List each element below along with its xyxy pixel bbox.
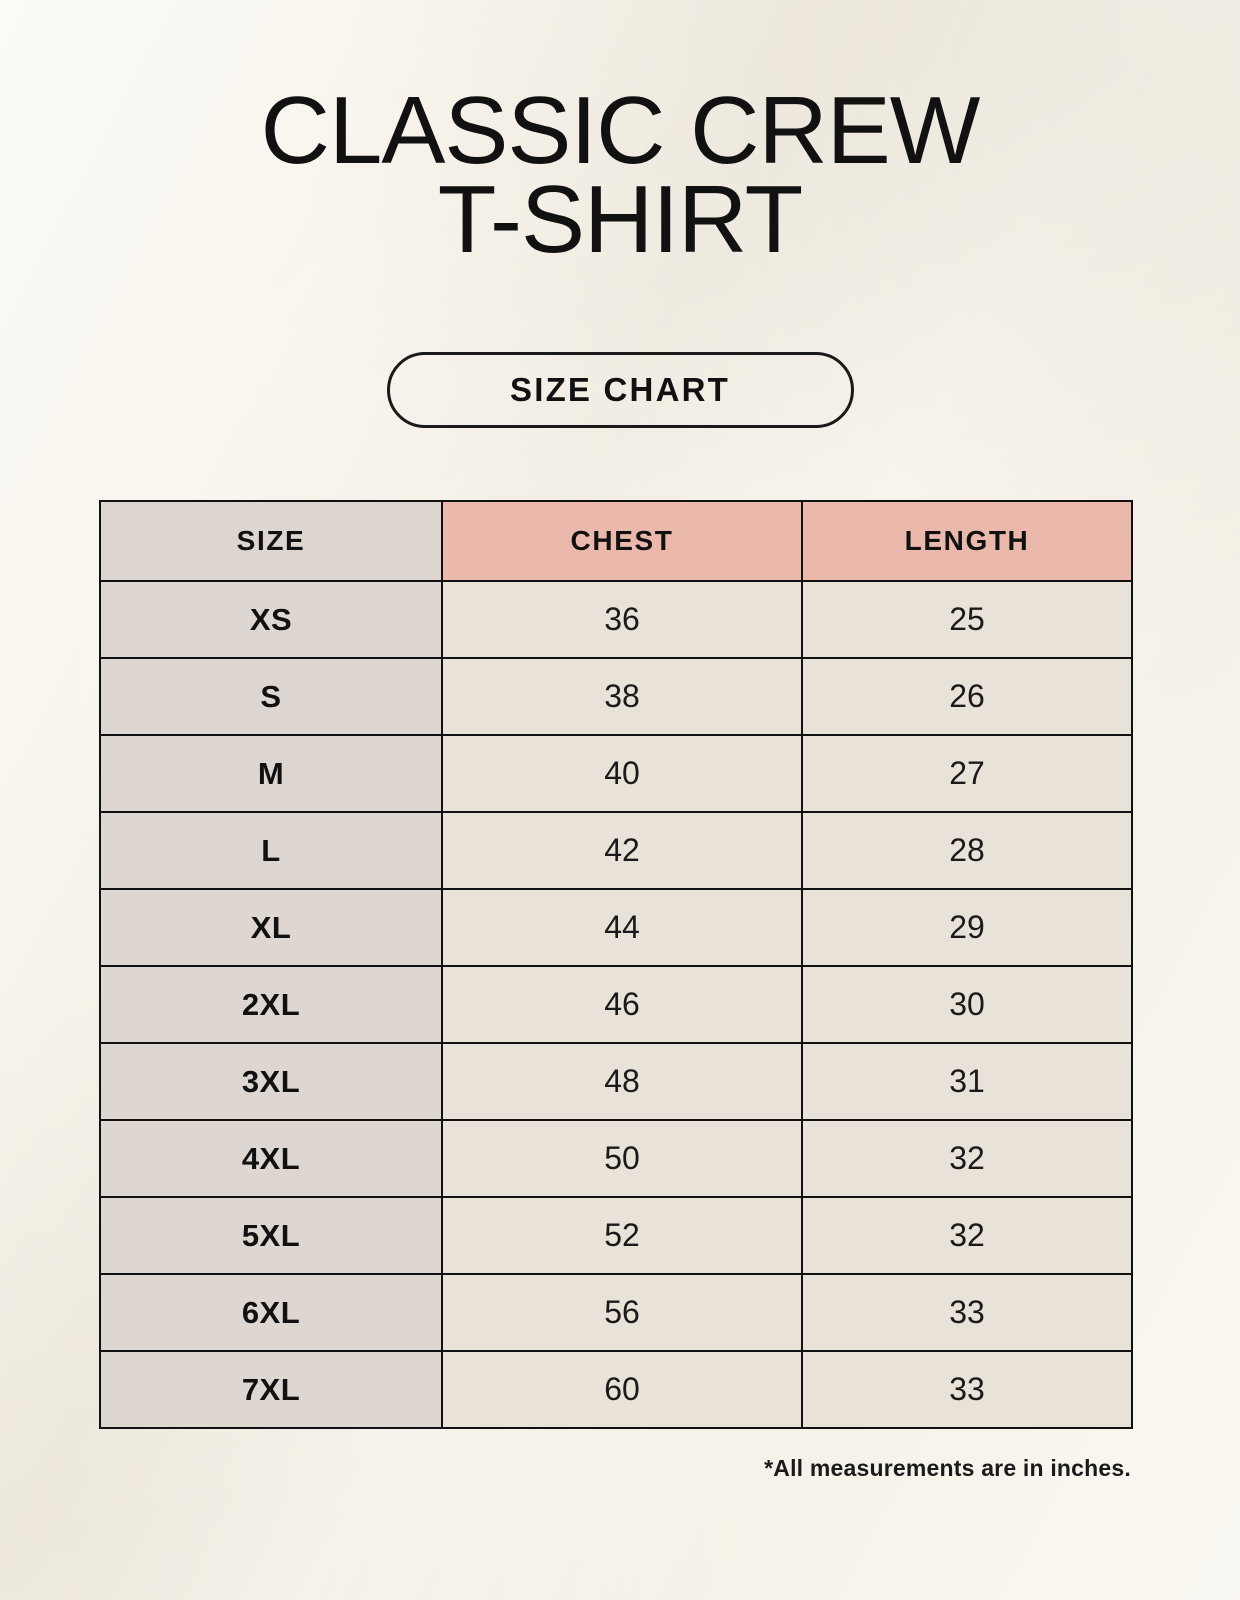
column-header-length: LENGTH (801, 500, 1133, 582)
cell-length: 32 (801, 1196, 1133, 1275)
cell-size: 6XL (99, 1273, 443, 1352)
page-title: CLASSIC CREW T-SHIRT (260, 77, 981, 274)
size-table-head: SIZE CHEST LENGTH (99, 500, 1133, 582)
cell-size: M (99, 734, 443, 813)
cell-chest: 52 (441, 1196, 803, 1275)
cell-length: 32 (801, 1119, 1133, 1198)
cell-size: 7XL (99, 1350, 443, 1429)
cell-chest: 36 (441, 580, 803, 659)
table-header-row: SIZE CHEST LENGTH (99, 500, 1133, 582)
cell-length: 29 (801, 888, 1133, 967)
table-row: 5XL 52 32 (99, 1196, 1133, 1275)
cell-chest: 44 (441, 888, 803, 967)
cell-length: 31 (801, 1042, 1133, 1121)
cell-length: 30 (801, 965, 1133, 1044)
cell-size: S (99, 657, 443, 736)
table-row: 4XL 50 32 (99, 1119, 1133, 1198)
table-row: 2XL 46 30 (99, 965, 1133, 1044)
cell-size: XS (99, 580, 443, 659)
cell-chest: 60 (441, 1350, 803, 1429)
cell-chest: 40 (441, 734, 803, 813)
table-row: 3XL 48 31 (99, 1042, 1133, 1121)
column-header-size: SIZE (99, 500, 443, 582)
cell-chest: 56 (441, 1273, 803, 1352)
table-row: 7XL 60 33 (99, 1350, 1133, 1429)
table-row: XL 44 29 (99, 888, 1133, 967)
measurements-footnote: *All measurements are in inches. (764, 1455, 1131, 1481)
cell-chest: 42 (441, 811, 803, 890)
cell-size: 2XL (99, 965, 443, 1044)
table-row: L 42 28 (99, 811, 1133, 890)
size-table-body: XS 36 25 S 38 26 M 40 27 L 42 28 XL 44 29 2XL 46 30 3XL 48 3… (99, 580, 1133, 1429)
cell-size: 5XL (99, 1196, 443, 1275)
table-row: XS 36 25 (99, 580, 1133, 659)
cell-chest: 50 (441, 1119, 803, 1198)
cell-size: L (99, 811, 443, 890)
table-row: M 40 27 (99, 734, 1133, 813)
size-table-container: SIZE CHEST LENGTH XS 36 25 S 38 26 M 40 27 L 42 28 X… (99, 500, 1133, 1429)
size-chart-badge[interactable]: SIZE CHART (386, 352, 854, 428)
cell-size: 3XL (99, 1042, 443, 1121)
table-row: 6XL 56 33 (99, 1273, 1133, 1352)
cell-size: XL (99, 888, 443, 967)
cell-chest: 48 (441, 1042, 803, 1121)
column-header-chest: CHEST (441, 500, 803, 582)
cell-chest: 38 (441, 657, 803, 736)
cell-length: 28 (801, 811, 1133, 890)
size-chart-badge-label: SIZE CHART (510, 371, 730, 408)
cell-length: 25 (801, 580, 1133, 659)
cell-chest: 46 (441, 965, 803, 1044)
size-table: SIZE CHEST LENGTH XS 36 25 S 38 26 M 40 27 L 42 28 X… (99, 500, 1133, 1429)
title-block: CLASSIC CREW T-SHIRT (0, 77, 1240, 274)
cell-size: 4XL (99, 1119, 443, 1198)
cell-length: 26 (801, 657, 1133, 736)
cell-length: 33 (801, 1273, 1133, 1352)
cell-length: 27 (801, 734, 1133, 813)
cell-length: 33 (801, 1350, 1133, 1429)
badge-row: SIZE CHART (0, 352, 1240, 428)
table-row: S 38 26 (99, 657, 1133, 736)
